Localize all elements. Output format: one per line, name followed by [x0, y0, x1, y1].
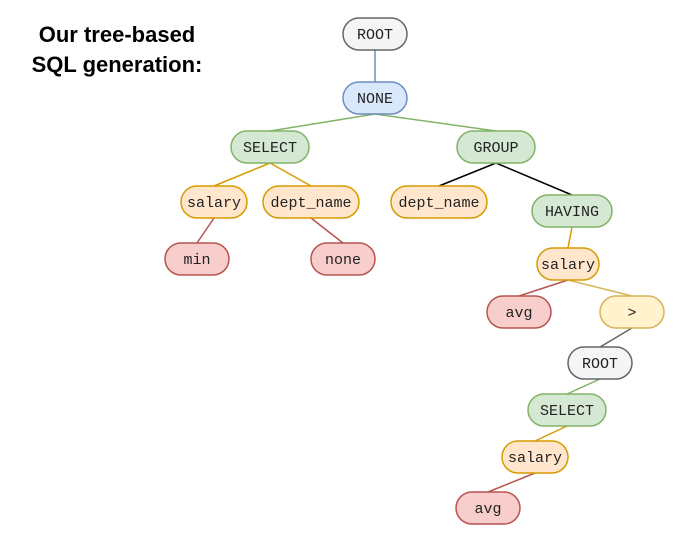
node-label-group1: GROUP [473, 140, 518, 157]
edge-group1-having1 [495, 162, 573, 196]
node-label-deptname1: dept_name [270, 195, 351, 212]
edge-deptname1-none2 [310, 217, 344, 244]
node-label-min1: min [183, 252, 210, 269]
node-box-deptname1 [262, 185, 360, 219]
node-box-select1 [230, 130, 310, 164]
title-line-1: Our tree-based [39, 22, 196, 47]
node-box-salary2 [536, 247, 600, 281]
node-box-deptname2 [390, 185, 488, 219]
node-label-select1: SELECT [243, 140, 297, 157]
node-min1: min [164, 242, 230, 276]
node-label-avg2: avg [474, 501, 501, 518]
node-label-gt1: > [627, 305, 636, 322]
edge-salary3-avg2 [487, 472, 536, 493]
node-label-salary2: salary [541, 257, 595, 274]
title-line-2: SQL generation: [32, 52, 203, 77]
node-box-group1 [456, 130, 536, 164]
edge-select2-salary3 [534, 425, 568, 442]
node-label-salary1: salary [187, 195, 241, 212]
title: Our tree-based SQL generation: [32, 22, 203, 77]
node-box-root2 [567, 346, 633, 380]
node-box-none1 [342, 81, 408, 115]
edge-root2-select2 [566, 378, 601, 395]
node-salary3: salary [501, 440, 569, 474]
edge-having1-salary2 [567, 226, 573, 249]
node-avg1: avg [486, 295, 552, 329]
node-group1: GROUP [456, 130, 536, 164]
node-box-root1 [342, 17, 408, 51]
node-salary2: salary [536, 247, 600, 281]
edge-select1-deptname1 [269, 162, 312, 187]
node-none1: NONE [342, 81, 408, 115]
edge-none1-group1 [374, 113, 497, 132]
edge-gt1-root2 [599, 327, 633, 348]
node-gt1: > [599, 295, 665, 329]
edge-group1-deptname2 [438, 162, 497, 187]
node-label-deptname2: dept_name [398, 195, 479, 212]
node-box-select2 [527, 393, 607, 427]
node-salary1: salary [180, 185, 248, 219]
nodes: ROOT NONE SELECT GROUP salary dept_name dept_n… [164, 17, 665, 525]
node-box-min1 [164, 242, 230, 276]
node-none2: none [310, 242, 376, 276]
edges [196, 50, 633, 493]
edge-salary2-gt1 [567, 279, 633, 297]
node-deptname1: dept_name [262, 185, 360, 219]
node-box-salary1 [180, 185, 248, 219]
node-label-root2: ROOT [582, 356, 618, 373]
node-box-gt1 [599, 295, 665, 329]
node-label-root1: ROOT [357, 27, 393, 44]
node-avg2: avg [455, 491, 521, 525]
edge-salary1-min1 [196, 217, 215, 244]
node-select2: SELECT [527, 393, 607, 427]
node-select1: SELECT [230, 130, 310, 164]
node-box-none2 [310, 242, 376, 276]
node-label-having1: HAVING [545, 204, 599, 221]
edge-salary2-avg1 [518, 279, 569, 297]
node-root1: ROOT [342, 17, 408, 51]
node-label-avg1: avg [505, 305, 532, 322]
edge-none1-select1 [269, 113, 376, 132]
node-box-avg2 [455, 491, 521, 525]
node-deptname2: dept_name [390, 185, 488, 219]
node-label-none2: none [325, 252, 361, 269]
node-label-none1: NONE [357, 91, 393, 108]
node-label-salary3: salary [508, 450, 562, 467]
node-box-having1 [531, 194, 613, 228]
node-box-avg1 [486, 295, 552, 329]
node-root2: ROOT [567, 346, 633, 380]
node-having1: HAVING [531, 194, 613, 228]
node-label-select2: SELECT [540, 403, 594, 420]
node-box-salary3 [501, 440, 569, 474]
edge-select1-salary1 [213, 162, 271, 187]
